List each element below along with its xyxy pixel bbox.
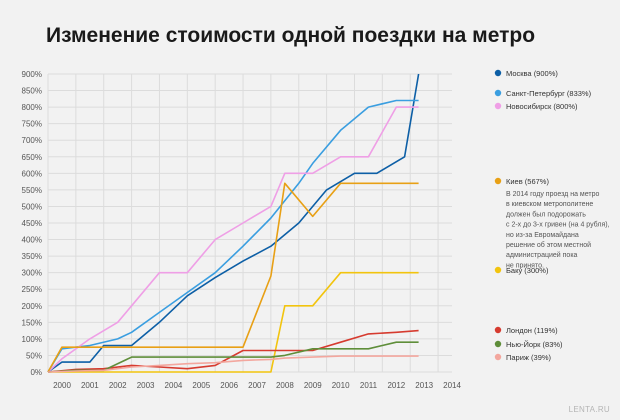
y-tick-label: 400% — [22, 236, 42, 245]
legend-note-line: но из-за Евромайдана — [506, 231, 579, 239]
x-tick-label: 2002 — [109, 381, 127, 390]
legend-marker — [494, 326, 502, 334]
y-tick-label: 700% — [22, 136, 42, 145]
y-tick-label: 650% — [22, 153, 42, 162]
series-line — [47, 341, 419, 373]
x-tick-label: 2004 — [165, 381, 183, 390]
y-tick-label: 500% — [22, 202, 42, 211]
y-tick-label: 100% — [22, 335, 42, 344]
legend-note-line: администрацией пока — [506, 251, 578, 259]
legend-note-line: В 2014 году проезд на метро — [506, 191, 599, 198]
legend-marker — [494, 102, 502, 110]
legend-label: Баку (300%) — [506, 266, 549, 275]
x-tick-label: 2008 — [276, 381, 294, 390]
y-tick-label: 800% — [22, 103, 42, 112]
legend-label: Новосибирск (800%) — [506, 102, 578, 111]
x-tick-label: 2006 — [220, 381, 238, 390]
y-tick-label: 550% — [22, 186, 42, 195]
x-tick-label: 2011 — [360, 381, 378, 390]
x-tick-label: 2001 — [81, 381, 99, 390]
x-tick-label: 2014 — [443, 381, 461, 390]
y-tick-label: 750% — [22, 120, 42, 129]
y-tick-label: 0% — [30, 368, 42, 377]
legend-note-line: не принято. — [506, 262, 544, 269]
legend-marker — [494, 177, 502, 185]
series-line — [47, 355, 419, 373]
y-tick-label: 300% — [22, 269, 42, 278]
y-axis: 0% 50% 100% 150% 200% 250% 300% 350% 400% 450% 500… — [22, 70, 42, 377]
legend-label: Париж (39%) — [506, 353, 552, 362]
legend-label: Киев (567%) — [506, 177, 549, 186]
legend-label: Санкт-Петербург (833%) — [506, 89, 592, 98]
legend-marker — [494, 266, 502, 274]
x-tick-label: 2012 — [387, 381, 405, 390]
legend-note-line: с 2-х до 3-х гривен (на 4 рубля), — [506, 221, 610, 229]
y-tick-label: 150% — [22, 318, 42, 327]
y-tick-label: 600% — [22, 169, 42, 178]
y-tick-label: 450% — [22, 219, 42, 228]
chart-title: Изменение стоимости одной поездки на мет… — [46, 24, 536, 47]
x-axis: 2000 2001 2002 2003 2004 2005 2006 2007 2008 2009… — [53, 381, 461, 390]
legend-label: Лондон (119%) — [506, 326, 558, 335]
x-tick-label: 2000 — [53, 381, 71, 390]
series-line — [47, 329, 419, 373]
y-tick-label: 200% — [22, 302, 42, 311]
series-lines — [47, 73, 420, 373]
x-tick-label: 2007 — [248, 381, 266, 390]
series-line — [47, 182, 419, 373]
series-line — [47, 99, 419, 373]
x-tick-label: 2010 — [332, 381, 350, 390]
series-line — [47, 73, 420, 373]
y-tick-label: 850% — [22, 87, 42, 96]
legend-label: Москва (900%) — [506, 69, 558, 78]
legend-marker — [494, 353, 502, 361]
y-tick-label: 350% — [22, 252, 42, 261]
x-tick-label: 2013 — [415, 381, 433, 390]
legend-marker — [494, 340, 502, 348]
x-tick-label: 2005 — [192, 381, 210, 390]
legend-note-line: должен был подорожать — [506, 210, 586, 218]
legend-marker — [494, 89, 502, 97]
y-tick-label: 900% — [22, 70, 42, 79]
legend-note-line: решение об этом местной — [506, 241, 591, 249]
source-watermark: LENTA.RU — [568, 405, 610, 414]
legend-marker — [494, 69, 502, 77]
legend: Москва (900%) Санкт-Петербург (833%) Новос… — [494, 69, 610, 362]
legend-label: Нью-Йорк (83%) — [506, 340, 563, 349]
y-tick-label: 250% — [22, 285, 42, 294]
legend-note-line: в киевском метрополитене — [506, 201, 593, 208]
x-tick-label: 2009 — [304, 381, 322, 390]
series-line — [47, 106, 419, 373]
y-tick-label: 50% — [26, 351, 42, 360]
x-tick-label: 2003 — [137, 381, 155, 390]
series-line — [48, 271, 419, 373]
